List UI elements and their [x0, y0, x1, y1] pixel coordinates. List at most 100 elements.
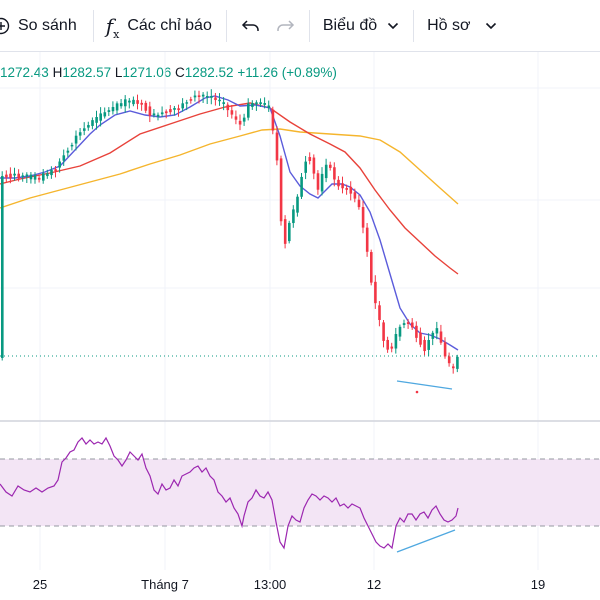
candle-body	[230, 110, 234, 115]
candle-body	[390, 346, 394, 349]
candle-body	[374, 281, 377, 304]
candle-body	[382, 322, 385, 341]
candle-body	[99, 113, 102, 121]
x-axis-label: 19	[530, 577, 546, 592]
candle-body	[263, 103, 266, 105]
candle-body	[238, 120, 242, 125]
candle-body	[275, 132, 279, 161]
chevron-down-icon	[387, 22, 399, 30]
chart-area[interactable]	[0, 52, 600, 600]
rsi-pane	[0, 436, 600, 553]
high-prefix: H	[52, 65, 63, 80]
toolbar-divider	[413, 9, 415, 42]
candle-body	[115, 103, 119, 111]
candle-body	[119, 103, 123, 107]
candle-body	[46, 173, 49, 177]
candle-body	[103, 112, 107, 117]
candle-body	[185, 102, 189, 104]
candle-body	[13, 173, 16, 176]
candle-body	[337, 179, 340, 187]
function-icon: fx	[105, 13, 120, 41]
candle-body	[218, 99, 221, 102]
candle-body	[370, 252, 373, 283]
candle-body	[296, 196, 299, 213]
candle-body	[279, 158, 283, 222]
candle-body	[300, 176, 303, 197]
profile-menu-button[interactable]: Hồ sơ	[414, 0, 510, 52]
candle-body	[316, 173, 320, 190]
candle-body	[42, 173, 45, 181]
toolbar-divider	[308, 9, 310, 42]
candle-body	[419, 332, 422, 345]
add-circle-icon	[0, 17, 10, 35]
candle-body	[304, 161, 307, 173]
candle-body	[37, 177, 41, 180]
candle-body	[21, 175, 25, 177]
candle-body	[165, 111, 168, 114]
candle-body	[443, 342, 447, 357]
candle-body	[107, 110, 111, 112]
candle-body	[378, 305, 381, 320]
indicators-button[interactable]: fx Các chỉ báo	[94, 0, 226, 52]
candle-body	[29, 174, 33, 180]
undo-icon	[241, 18, 261, 34]
candle-body	[271, 109, 275, 131]
candle-body	[406, 322, 410, 324]
candle-body	[78, 132, 82, 136]
x-axis-label: 25	[32, 577, 48, 592]
profile-menu-label: Hồ sơ	[427, 16, 471, 34]
candle-body	[62, 155, 66, 161]
candle-body	[136, 100, 139, 104]
high-value: 1282.57	[62, 65, 112, 80]
candlesticks	[1, 89, 459, 374]
candle-body	[177, 108, 180, 111]
candle-body	[95, 117, 98, 123]
price-pane	[0, 89, 600, 394]
candle-body	[111, 107, 115, 112]
candle-body	[398, 326, 402, 337]
compare-label: So sánh	[18, 16, 77, 34]
candle-body	[435, 328, 439, 334]
divergence-line	[396, 380, 453, 390]
compare-button[interactable]: So sánh	[0, 0, 93, 52]
candle-body	[259, 102, 262, 105]
candle-body	[439, 331, 443, 343]
candle-body	[152, 113, 156, 116]
candle-body	[91, 120, 94, 126]
change-value: +11.26 (+0.89%)	[237, 65, 337, 80]
candle-body	[181, 103, 184, 109]
candle-body	[349, 186, 353, 194]
candle-body	[402, 323, 406, 325]
low-value: 1271.06	[122, 65, 172, 80]
candle-body	[283, 219, 287, 244]
x-axis-label: 13:00	[253, 577, 287, 592]
candle-body	[447, 356, 451, 364]
candle-body	[267, 105, 271, 108]
candle-body	[324, 164, 328, 179]
candle-body	[70, 144, 74, 147]
redo-button[interactable]	[271, 0, 309, 52]
x-axis-label: Tháng 7	[141, 577, 189, 592]
candle-body	[128, 100, 131, 103]
candle-body	[124, 99, 127, 107]
candle-body	[247, 103, 250, 118]
close-prefix: C	[175, 65, 185, 80]
toolbar-divider	[225, 9, 227, 42]
candle-body	[411, 322, 414, 328]
candle-body	[193, 95, 197, 98]
close-value: 1282.52	[184, 65, 234, 80]
toolbar: So sánh fx Các chỉ báo Biểu đồ Hồ sơ	[0, 0, 600, 52]
candle-body	[74, 135, 78, 144]
candle-body	[431, 332, 435, 339]
candle-body	[452, 366, 455, 369]
candle-body	[25, 174, 29, 177]
candle-body	[365, 227, 369, 252]
undo-button[interactable]	[227, 0, 271, 52]
candle-body	[156, 114, 160, 117]
candle-body	[50, 170, 53, 176]
candle-body	[206, 95, 209, 98]
chart-menu-button[interactable]: Biểu đồ	[310, 0, 413, 52]
candle-body	[222, 102, 225, 104]
candle-body	[58, 161, 61, 168]
candle-body	[292, 209, 295, 224]
